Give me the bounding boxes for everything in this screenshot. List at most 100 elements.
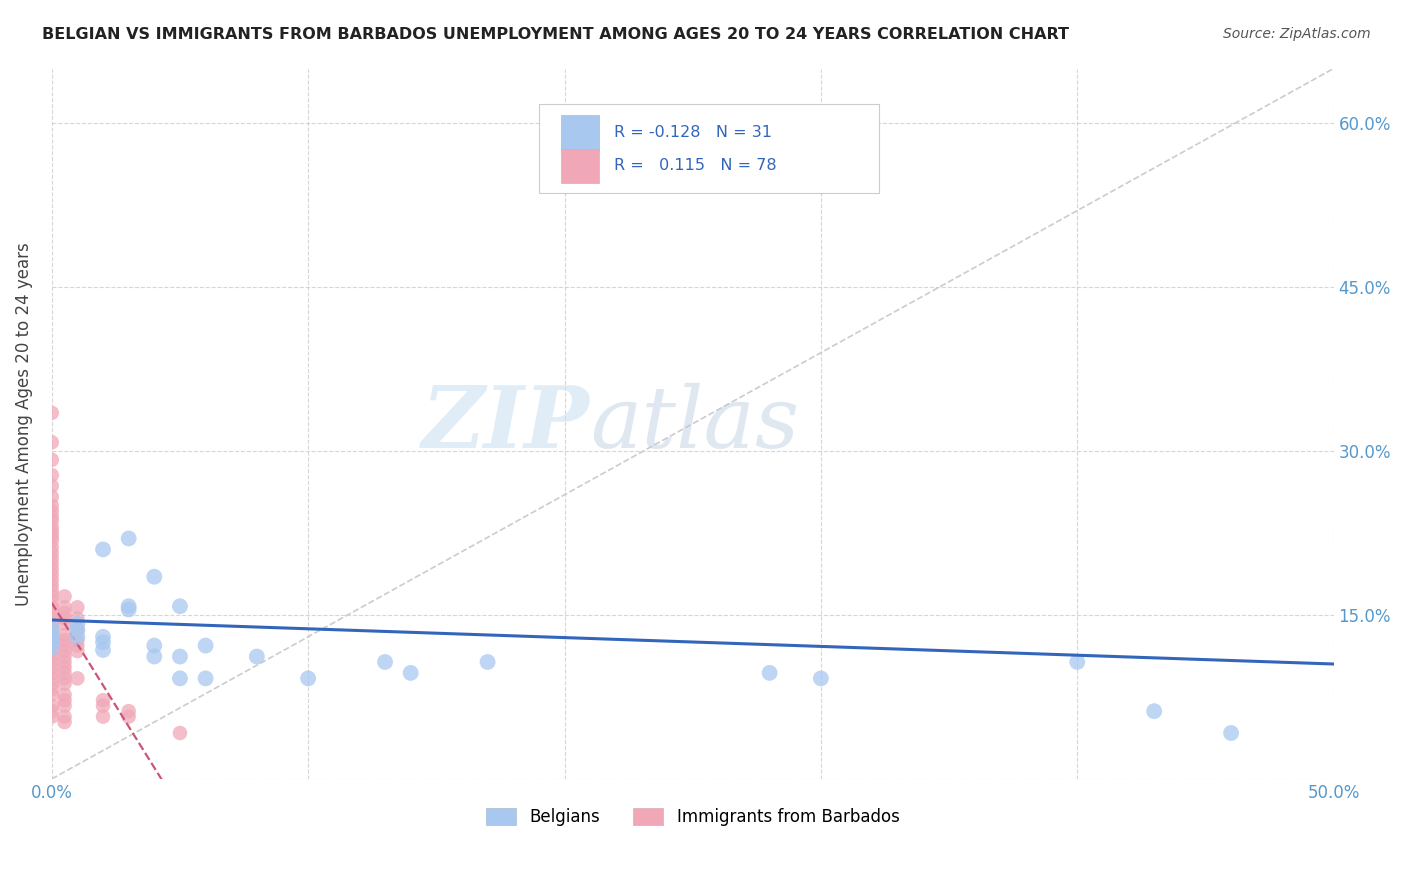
- Point: [53, 715, 76, 730]
- Point: [169, 649, 191, 664]
- Point: [399, 665, 422, 680]
- Point: [66, 672, 89, 686]
- Point: [66, 644, 89, 658]
- Point: [66, 600, 89, 615]
- Point: [53, 693, 76, 707]
- Point: [41, 520, 63, 534]
- Point: [41, 590, 63, 604]
- Point: [41, 611, 63, 625]
- Point: [1220, 726, 1243, 740]
- Text: R = -0.128   N = 31: R = -0.128 N = 31: [614, 125, 772, 140]
- Point: [41, 452, 63, 467]
- Point: [143, 570, 166, 584]
- Point: [118, 532, 141, 546]
- Point: [41, 490, 63, 504]
- Point: [53, 644, 76, 658]
- Point: [41, 688, 63, 702]
- Point: [41, 677, 63, 691]
- Point: [41, 468, 63, 483]
- Point: [41, 533, 63, 548]
- Point: [41, 546, 63, 560]
- Point: [91, 709, 114, 723]
- Point: [53, 627, 76, 641]
- Point: [91, 630, 114, 644]
- Point: [41, 551, 63, 566]
- Point: [41, 672, 63, 686]
- Point: [41, 655, 63, 669]
- Point: [41, 634, 63, 648]
- Point: [194, 639, 217, 653]
- Text: atlas: atlas: [591, 383, 799, 465]
- Point: [41, 435, 63, 450]
- Point: [53, 649, 76, 664]
- Point: [66, 611, 89, 625]
- Point: [66, 639, 89, 653]
- Point: [374, 655, 396, 669]
- FancyBboxPatch shape: [561, 149, 599, 183]
- Point: [297, 672, 319, 686]
- Legend: Belgians, Immigrants from Barbados: Belgians, Immigrants from Barbados: [478, 800, 908, 835]
- Point: [41, 709, 63, 723]
- Point: [169, 599, 191, 614]
- Point: [143, 639, 166, 653]
- Point: [553, 116, 575, 130]
- Point: [41, 633, 63, 648]
- Point: [41, 583, 63, 598]
- FancyBboxPatch shape: [538, 104, 879, 193]
- Point: [66, 633, 89, 648]
- Point: [41, 632, 63, 646]
- Point: [53, 688, 76, 702]
- Point: [66, 616, 89, 631]
- Point: [1066, 655, 1088, 669]
- Text: R =   0.115   N = 78: R = 0.115 N = 78: [614, 159, 778, 173]
- Point: [41, 616, 63, 631]
- Point: [41, 499, 63, 513]
- Text: Source: ZipAtlas.com: Source: ZipAtlas.com: [1223, 27, 1371, 41]
- Point: [53, 606, 76, 620]
- Point: [66, 622, 89, 636]
- Point: [66, 630, 89, 644]
- Point: [41, 644, 63, 658]
- Point: [1143, 704, 1166, 718]
- Point: [41, 698, 63, 713]
- Point: [53, 709, 76, 723]
- Point: [41, 627, 63, 641]
- Point: [41, 639, 63, 653]
- Point: [53, 698, 76, 713]
- Point: [41, 622, 63, 636]
- Point: [169, 672, 191, 686]
- Point: [91, 635, 114, 649]
- Point: [41, 567, 63, 582]
- Point: [53, 611, 76, 625]
- Point: [41, 479, 63, 493]
- Point: [53, 639, 76, 653]
- Point: [53, 600, 76, 615]
- Point: [477, 655, 499, 669]
- Point: [53, 633, 76, 648]
- Point: [41, 649, 63, 664]
- Point: [118, 709, 141, 723]
- Point: [53, 660, 76, 674]
- Point: [41, 540, 63, 554]
- Point: [91, 698, 114, 713]
- FancyBboxPatch shape: [561, 115, 599, 150]
- Point: [246, 649, 269, 664]
- Point: [118, 602, 141, 616]
- Point: [91, 643, 114, 657]
- Point: [41, 704, 63, 718]
- Point: [118, 704, 141, 718]
- Point: [41, 406, 63, 420]
- Point: [41, 640, 63, 655]
- Point: [53, 672, 76, 686]
- Point: [53, 655, 76, 669]
- Point: [41, 509, 63, 524]
- Point: [53, 665, 76, 680]
- Point: [41, 529, 63, 543]
- Point: [41, 578, 63, 592]
- Point: [143, 649, 166, 664]
- Point: [41, 557, 63, 571]
- Point: [91, 693, 114, 707]
- Text: ZIP: ZIP: [422, 382, 591, 466]
- Point: [53, 677, 76, 691]
- Point: [41, 625, 63, 640]
